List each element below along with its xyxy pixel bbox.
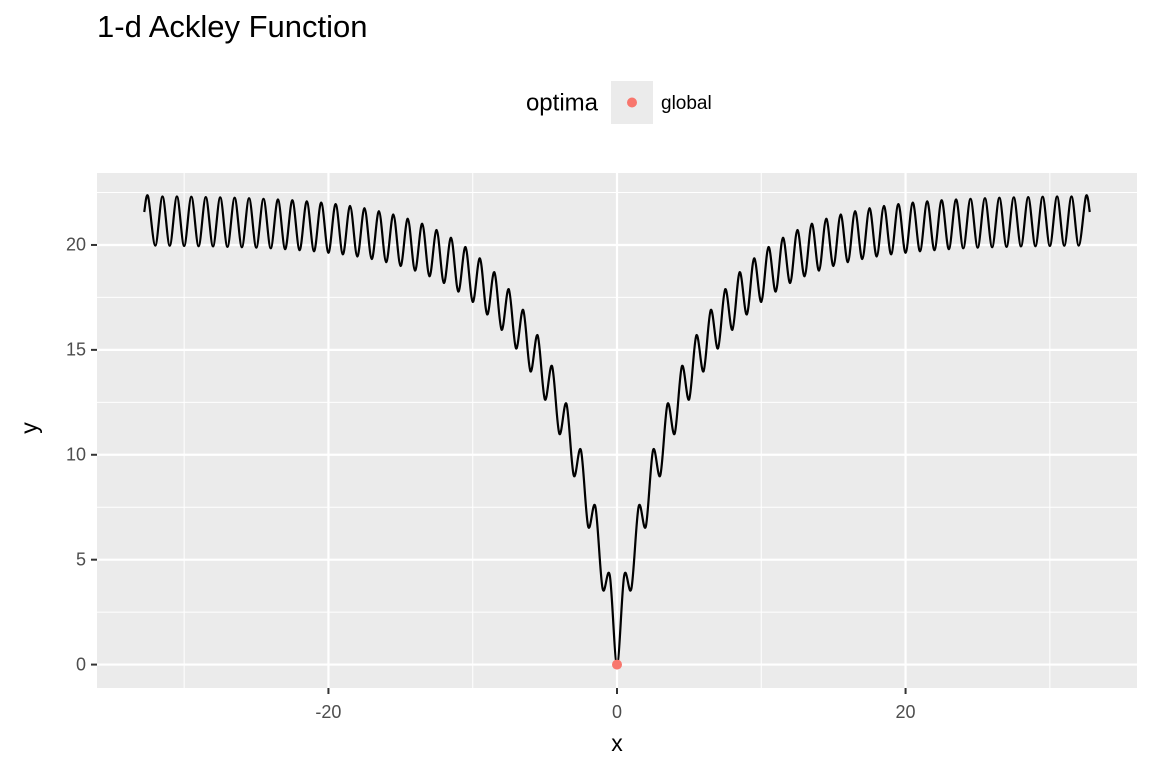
y-axis-title: y: [16, 422, 42, 434]
point: [612, 659, 622, 670]
legend-title: optima: [526, 89, 599, 116]
y-tick-label: 10: [66, 445, 86, 465]
x-axis-title: x: [611, 730, 623, 756]
x-tick-label: 20: [896, 702, 916, 722]
y-tick-label: 0: [76, 654, 86, 674]
x-tick-label: 0: [612, 702, 622, 722]
legend-label: global: [661, 93, 712, 114]
y-tick-label: 5: [76, 549, 86, 569]
legend-point: [627, 97, 637, 108]
x-tick-label: -20: [315, 702, 341, 722]
y-tick-label: 15: [66, 340, 86, 360]
y-tick-label: 20: [66, 235, 86, 255]
chart-title: 1-d Ackley Function: [97, 9, 368, 44]
